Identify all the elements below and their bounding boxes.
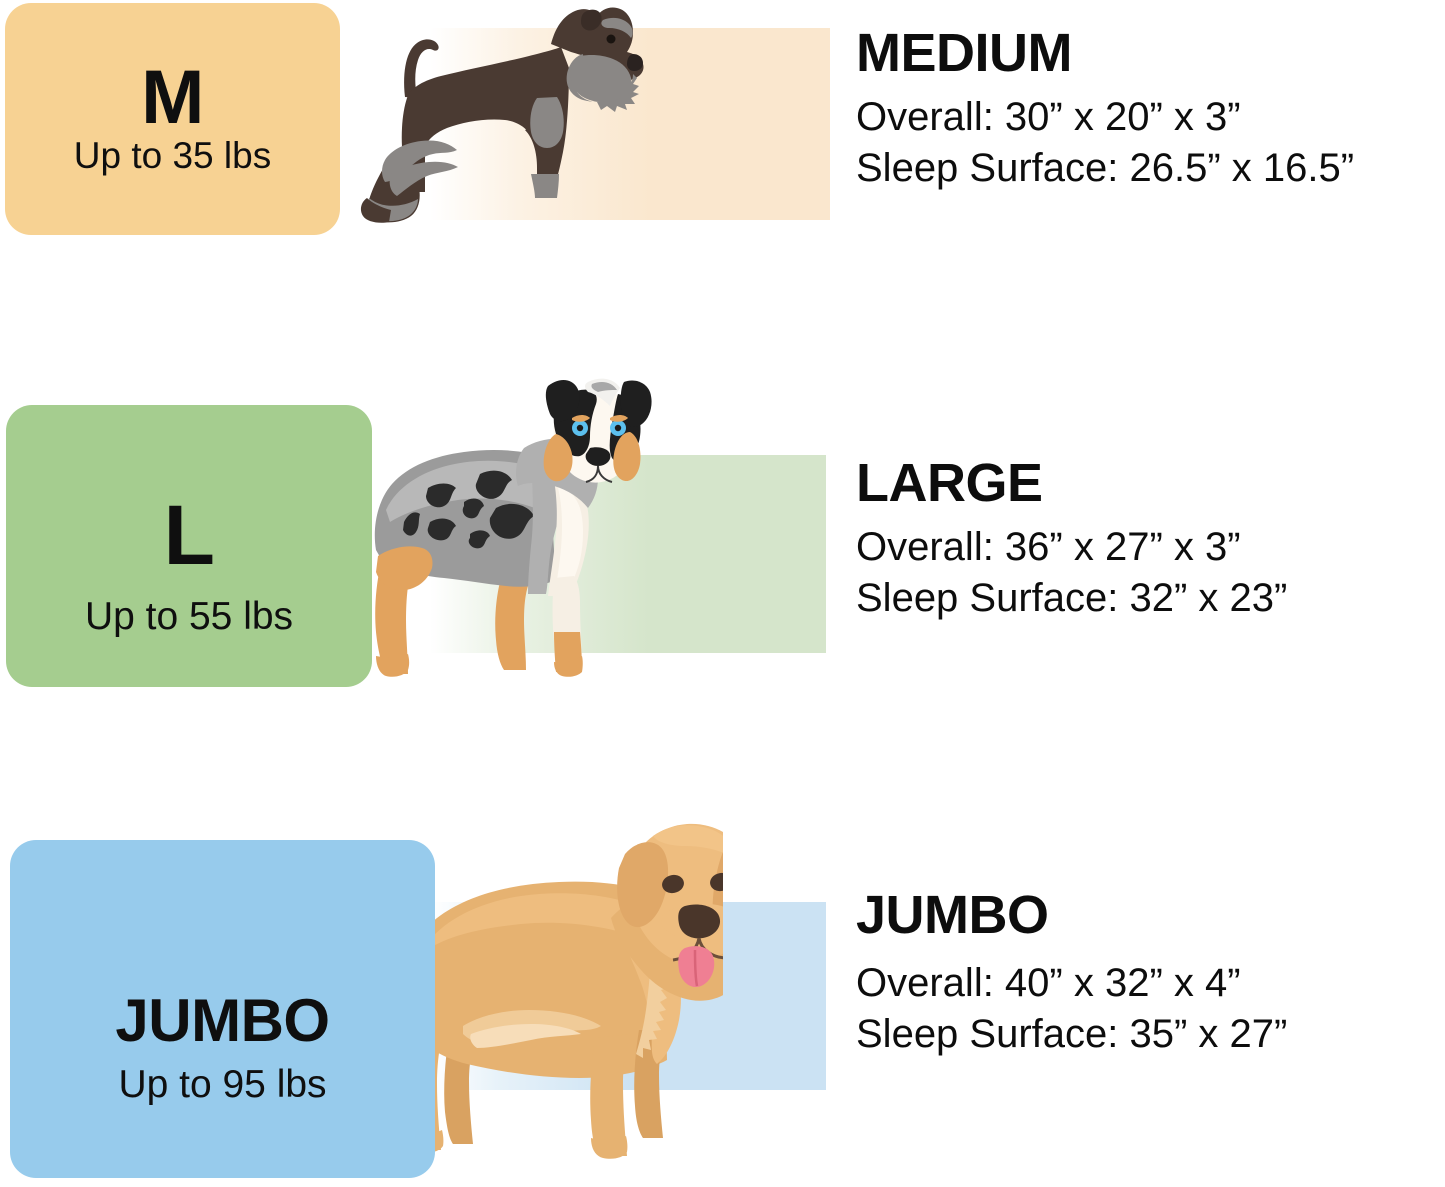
size-badge-weight: Up to 95 lbs [118,1063,327,1107]
size-badge-letter: JUMBO [115,987,330,1055]
size-row-medium: M Up to 35 lbs [0,0,1445,330]
size-row-large: L Up to 55 lbs [0,360,1445,750]
size-info-medium: MEDIUM Overall: 30” x 20” x 3” Sleep Sur… [856,26,1354,194]
size-title: JUMBO [856,885,1049,945]
dog-illustration-miniature-schnauzer [345,2,675,240]
size-badge-letter: L [163,487,215,582]
overall-dimensions: Overall: 36” x 27” x 3” [856,525,1241,569]
dog-illustration-australian-shepherd [368,370,698,695]
sleep-surface-dimensions: Sleep Surface: 26.5” x 16.5” [856,146,1355,191]
size-badge-medium: M Up to 35 lbs [5,3,340,235]
size-badge-letter: M [141,55,204,141]
overall-dimensions: Overall: 40” x 32” x 4” [856,961,1241,1005]
sleep-surface-dimensions: Sleep Surface: 32” x 23” [856,576,1288,621]
size-row-jumbo: JUMBO Up to 95 lbs [0,790,1445,1187]
size-title: LARGE [856,453,1043,513]
size-info-large: LARGE Overall: 36” x 27” x 3” Sleep Surf… [856,456,1287,624]
size-badge-weight: Up to 35 lbs [73,134,272,176]
overall-dimensions: Overall: 30” x 20” x 3” [856,95,1241,139]
size-title: MEDIUM [856,23,1072,83]
sleep-surface-dimensions: Sleep Surface: 35” x 27” [856,1012,1288,1057]
size-badge-jumbo: JUMBO Up to 95 lbs [10,840,435,1178]
size-badge-weight: Up to 55 lbs [84,595,294,639]
size-badge-large: L Up to 55 lbs [6,405,372,687]
size-info-jumbo: JUMBO Overall: 40” x 32” x 4” Sleep Surf… [856,888,1287,1060]
